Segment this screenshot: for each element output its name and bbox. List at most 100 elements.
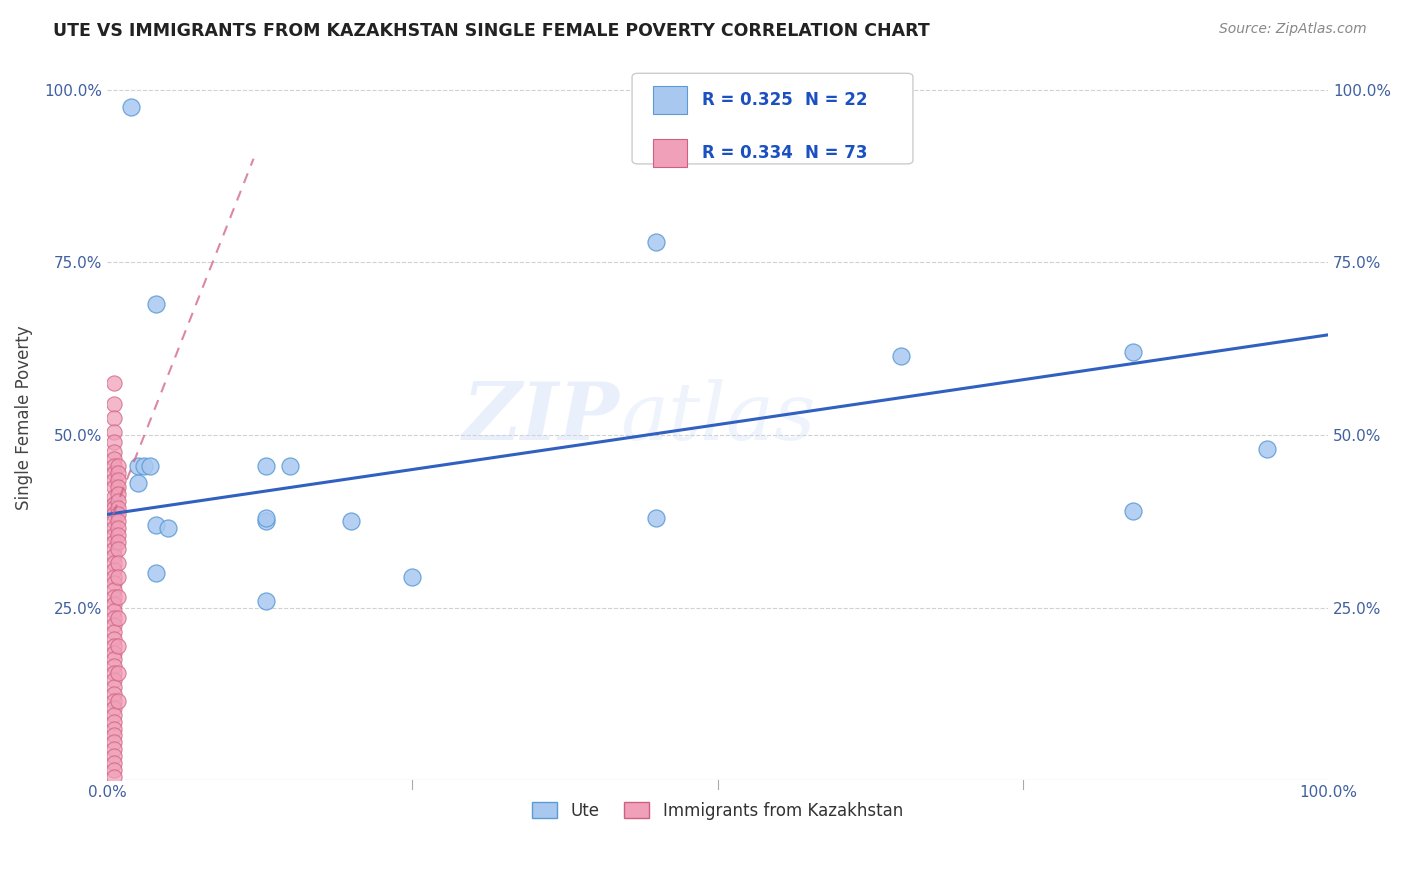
Point xyxy=(107,556,129,570)
Point xyxy=(103,528,125,542)
Point xyxy=(157,521,180,535)
Point xyxy=(645,235,668,249)
Point xyxy=(103,652,125,666)
Point xyxy=(145,517,167,532)
Point xyxy=(103,666,125,681)
Point xyxy=(103,563,125,577)
Point xyxy=(103,473,125,487)
Point xyxy=(107,541,129,556)
FancyBboxPatch shape xyxy=(633,73,912,164)
Point xyxy=(107,500,129,515)
Point xyxy=(1256,442,1278,456)
Text: ZIP: ZIP xyxy=(463,379,620,457)
Point xyxy=(127,476,149,491)
Point xyxy=(103,728,125,742)
Point xyxy=(107,486,129,500)
Point xyxy=(103,500,125,515)
Point xyxy=(107,480,129,494)
Point xyxy=(107,694,129,708)
Point xyxy=(103,763,125,777)
Text: Source: ZipAtlas.com: Source: ZipAtlas.com xyxy=(1219,22,1367,37)
Point xyxy=(103,583,125,598)
Point xyxy=(107,514,129,528)
Y-axis label: Single Female Poverty: Single Female Poverty xyxy=(15,326,32,510)
Point xyxy=(107,528,129,542)
Point xyxy=(103,490,125,504)
Point xyxy=(103,535,125,549)
Point xyxy=(107,535,129,549)
Point xyxy=(103,541,125,556)
Point xyxy=(103,618,125,632)
Point xyxy=(103,749,125,764)
Point xyxy=(103,452,125,467)
Point xyxy=(103,445,125,459)
Legend: Ute, Immigrants from Kazakhstan: Ute, Immigrants from Kazakhstan xyxy=(526,795,910,826)
Text: UTE VS IMMIGRANTS FROM KAZAKHSTAN SINGLE FEMALE POVERTY CORRELATION CHART: UTE VS IMMIGRANTS FROM KAZAKHSTAN SINGLE… xyxy=(53,22,931,40)
Point xyxy=(103,735,125,749)
Text: N = 22: N = 22 xyxy=(806,91,868,109)
Point xyxy=(103,611,125,625)
Point xyxy=(107,591,129,605)
Point xyxy=(107,493,129,508)
Point xyxy=(103,646,125,660)
Point xyxy=(103,694,125,708)
Point xyxy=(103,410,125,425)
Point xyxy=(1122,345,1144,359)
Point xyxy=(340,514,363,528)
Point xyxy=(107,639,129,653)
Point xyxy=(401,569,423,583)
Point xyxy=(107,508,129,522)
Point xyxy=(103,480,125,494)
Point xyxy=(107,611,129,625)
Point xyxy=(103,742,125,756)
Point xyxy=(103,521,125,535)
Point xyxy=(103,514,125,528)
Point xyxy=(107,666,129,681)
Point xyxy=(103,770,125,784)
Point xyxy=(103,700,125,714)
Point xyxy=(103,707,125,722)
Point xyxy=(132,458,155,473)
Point xyxy=(103,597,125,611)
Point xyxy=(103,680,125,694)
Point xyxy=(103,722,125,736)
Text: N = 73: N = 73 xyxy=(806,144,868,161)
Point xyxy=(138,458,160,473)
Point xyxy=(103,673,125,688)
Point xyxy=(145,297,167,311)
Text: R = 0.325: R = 0.325 xyxy=(702,91,793,109)
Point xyxy=(103,591,125,605)
Point xyxy=(103,604,125,618)
Point xyxy=(107,466,129,480)
Point xyxy=(127,458,149,473)
Point xyxy=(103,639,125,653)
Point xyxy=(107,458,129,473)
Point xyxy=(103,569,125,583)
Point xyxy=(103,756,125,770)
Point xyxy=(890,349,912,363)
Point xyxy=(254,458,277,473)
Point xyxy=(254,514,277,528)
Point xyxy=(103,624,125,639)
Point xyxy=(103,466,125,480)
Point xyxy=(103,497,125,511)
Point xyxy=(103,458,125,473)
Point xyxy=(120,100,142,114)
Point xyxy=(1122,504,1144,518)
Point xyxy=(103,425,125,439)
FancyBboxPatch shape xyxy=(652,86,688,113)
Point xyxy=(278,458,301,473)
Point xyxy=(103,714,125,729)
Point xyxy=(103,549,125,563)
Point xyxy=(254,511,277,525)
Point xyxy=(107,521,129,535)
Text: atlas: atlas xyxy=(620,379,815,457)
Point xyxy=(107,569,129,583)
Point xyxy=(645,511,668,525)
Point xyxy=(103,632,125,646)
Point xyxy=(103,434,125,449)
FancyBboxPatch shape xyxy=(652,139,688,167)
Point xyxy=(103,508,125,522)
Point xyxy=(103,376,125,391)
Point xyxy=(254,593,277,607)
